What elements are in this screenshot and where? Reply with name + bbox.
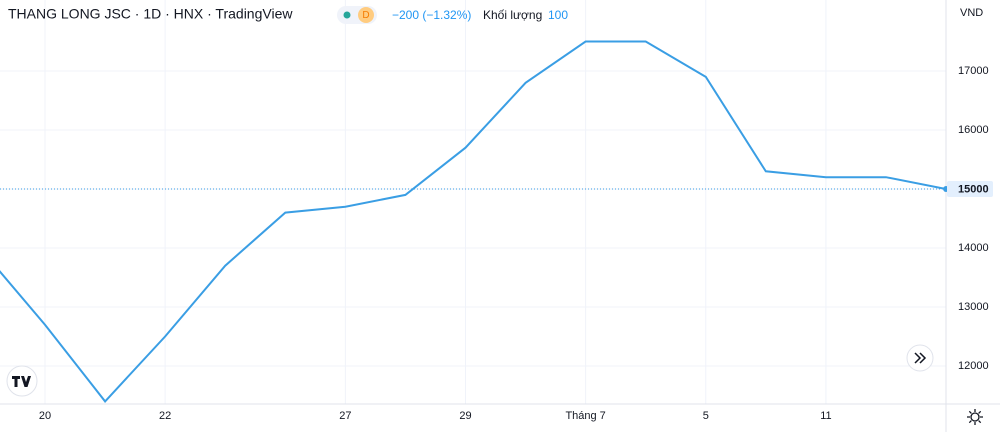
x-tick-label: 29 — [459, 410, 471, 422]
x-tick-label: Tháng 7 — [565, 410, 605, 422]
price-line — [0, 40, 946, 403]
x-tick-label: 22 — [159, 410, 171, 422]
x-tick-label: 11 — [820, 410, 831, 422]
y-tick-label: 16000 — [958, 124, 989, 136]
status-dot — [343, 11, 351, 19]
chart-title: THANG LONG JSC · 1D · HNX · TradingView — [8, 6, 293, 22]
scroll-button[interactable] — [906, 344, 934, 372]
x-tick-label: 27 — [339, 410, 351, 422]
plot — [0, 40, 946, 403]
y-axis-label: VND — [960, 7, 983, 19]
last-price-label: 15000 — [958, 183, 989, 195]
y-tick-label: 17000 — [958, 65, 989, 77]
last-price-tag — [947, 180, 993, 197]
badge-circle — [358, 7, 374, 23]
volume-value: 100 — [548, 8, 568, 22]
y-tick-label: 14000 — [958, 242, 989, 254]
x-tick-label: 20 — [39, 410, 51, 422]
labels: 12000 13000 14000 15000 16000 17000 20 22 27 29 Th… — [39, 65, 989, 422]
grid — [0, 0, 946, 404]
x-tick-label: 5 — [703, 410, 709, 422]
logo[interactable] — [6, 365, 38, 397]
settings-button[interactable] — [967, 409, 983, 425]
volume-label: Khối lượng — [483, 8, 542, 22]
price-change: −200 (−1.32%) — [392, 8, 471, 22]
y-tick-label: 13000 — [958, 301, 989, 313]
badge-text: D — [362, 10, 369, 21]
y-tick-label: 12000 — [958, 360, 989, 372]
